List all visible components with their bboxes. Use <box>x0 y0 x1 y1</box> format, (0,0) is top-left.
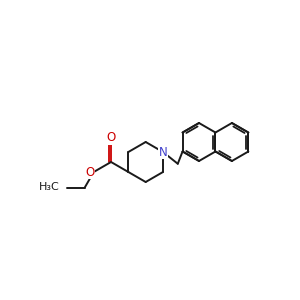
Text: O: O <box>85 166 94 178</box>
Text: O: O <box>106 131 116 144</box>
Text: H₃C: H₃C <box>39 182 60 192</box>
Text: N: N <box>159 146 167 158</box>
